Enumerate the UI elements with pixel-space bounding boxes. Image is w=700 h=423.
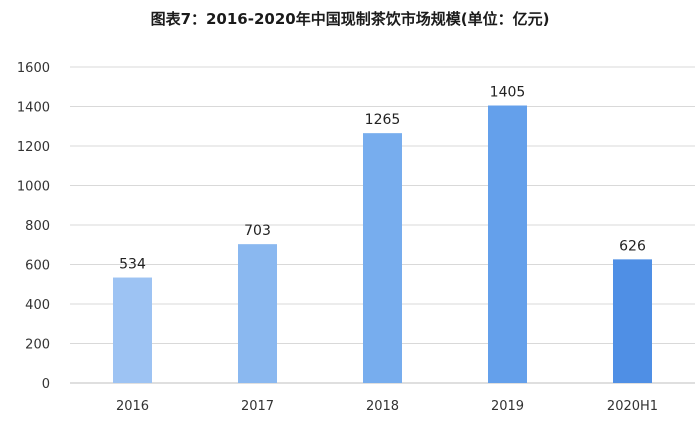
x-tick-label-2018: 2018 [366, 399, 399, 414]
data-label-2019: 1405 [490, 85, 526, 101]
y-tick-label-400: 400 [25, 298, 50, 313]
y-tick-label-1000: 1000 [17, 180, 50, 195]
y-tick-label-1200: 1200 [17, 140, 50, 155]
y-tick-label-0: 0 [42, 377, 50, 392]
data-label-2018: 1265 [365, 112, 401, 128]
bar-2017 [238, 244, 277, 383]
y-tick-label-200: 200 [25, 338, 50, 353]
bar-2019 [488, 105, 527, 383]
bar-2016 [113, 277, 152, 383]
y-tick-label-1600: 1600 [17, 61, 50, 76]
chart-title: 图表7：2016-2020年中国现制茶饮市场规模(单位：亿元) [150, 10, 550, 28]
data-label-2016: 534 [119, 257, 146, 273]
data-label-2017: 703 [244, 223, 271, 239]
bar-2020H1 [613, 259, 652, 383]
y-tick-label-1400: 1400 [17, 101, 50, 116]
data-label-2020H1: 626 [619, 238, 646, 254]
y-tick-label-800: 800 [25, 219, 50, 234]
x-tick-label-2017: 2017 [241, 399, 274, 414]
x-tick-label-2020H1: 2020H1 [607, 399, 658, 414]
x-tick-label-2016: 2016 [116, 399, 149, 414]
x-tick-label-2019: 2019 [491, 399, 524, 414]
y-tick-label-600: 600 [25, 259, 50, 274]
bar-2018 [363, 133, 402, 383]
